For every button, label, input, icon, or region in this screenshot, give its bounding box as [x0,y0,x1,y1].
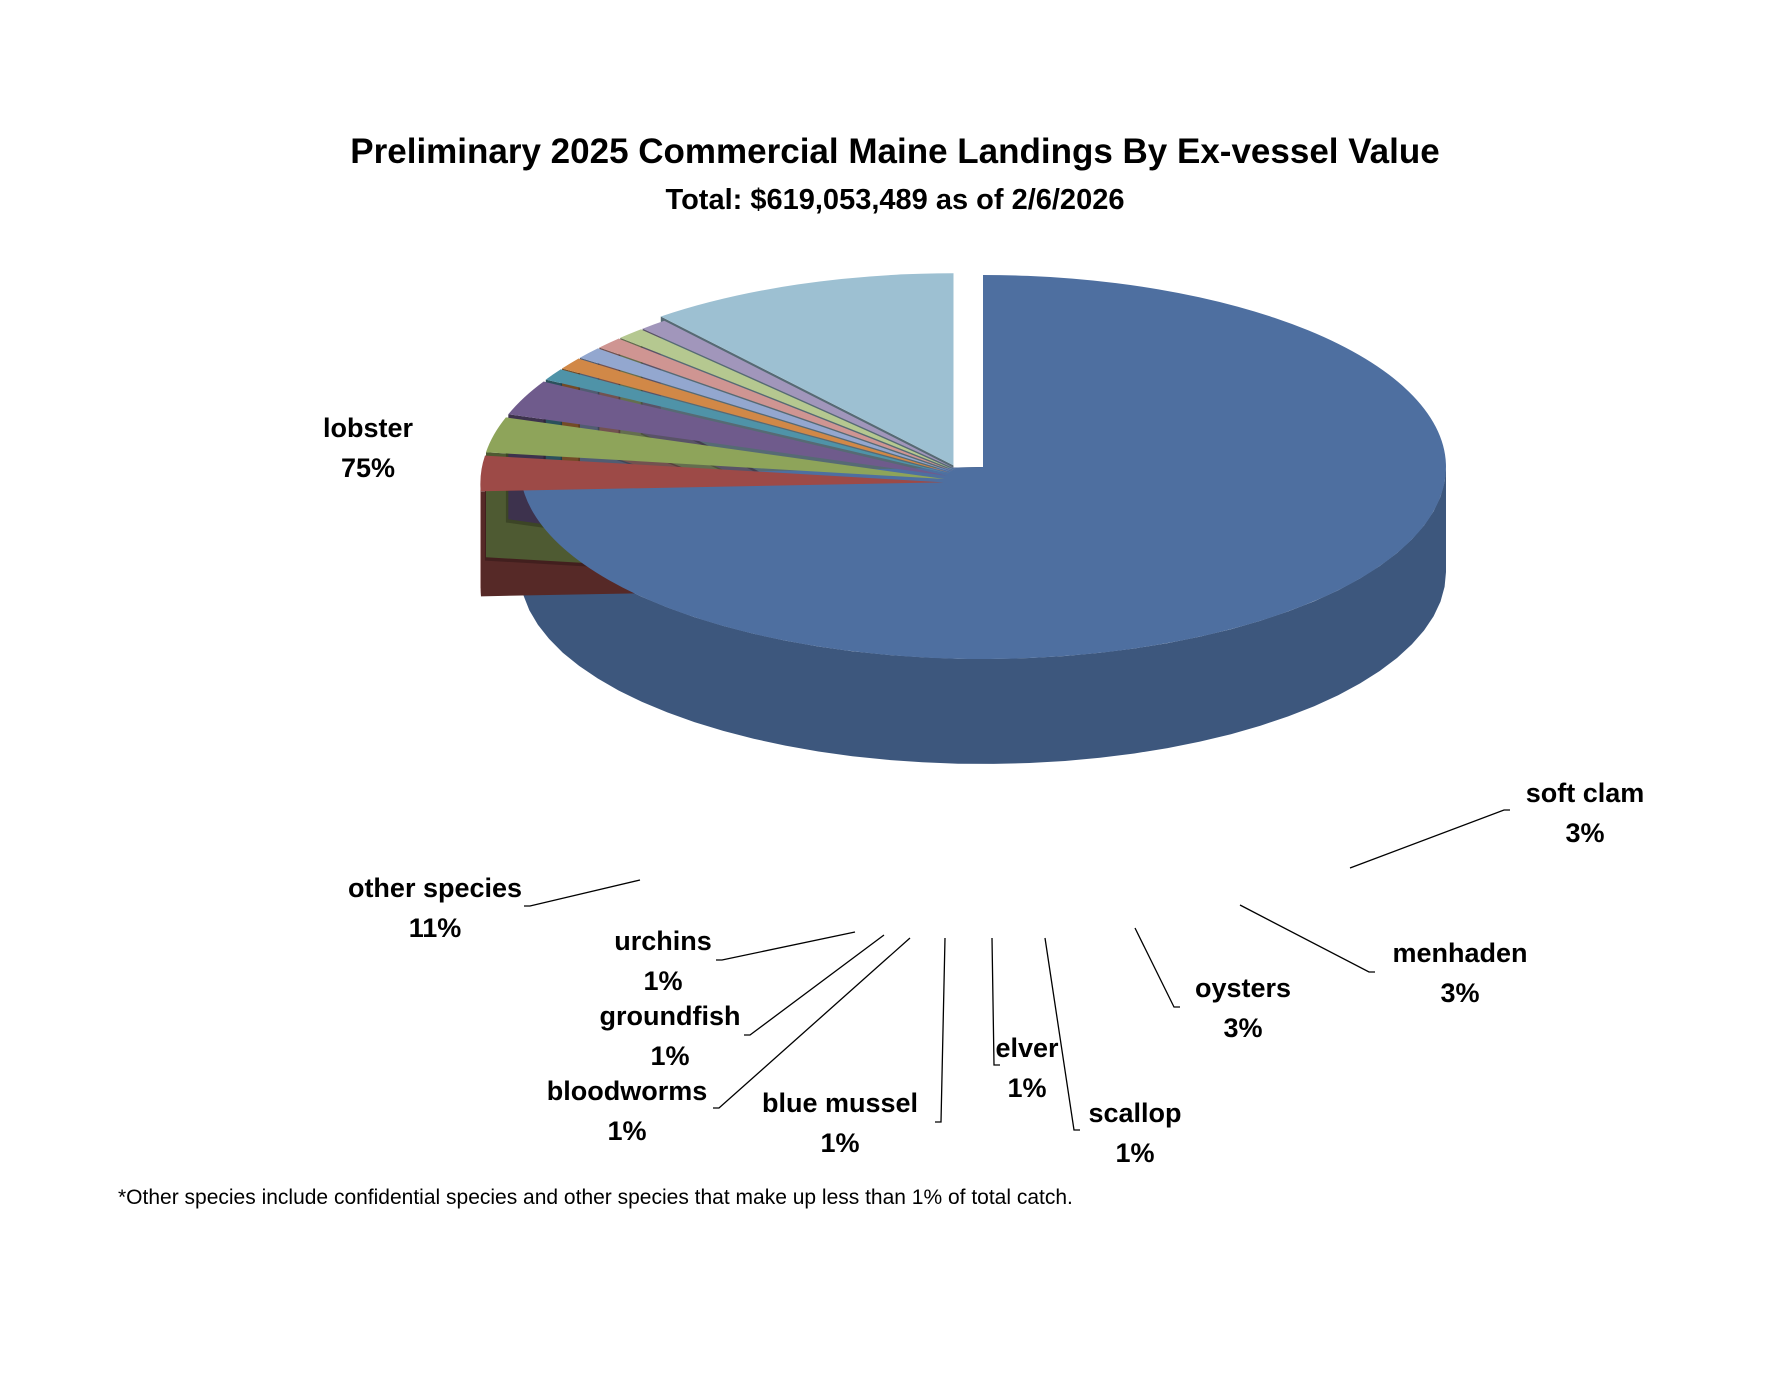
elver-name-label: elver [995,1033,1059,1063]
scallop-leader-line [1044,937,1080,1131]
slice-bloodworms [599,338,954,472]
urchins-leader-line [716,931,856,961]
menhaden-name-label: menhaden [1392,938,1527,968]
oysters-name-label: oysters [1195,973,1291,1003]
blue-mussel-leader-line [935,937,946,1123]
other-species-name-label: other species [348,873,522,903]
chart-footnote: *Other species include confidential spec… [118,1186,1073,1209]
bloodworms-percent-label: 1% [607,1116,646,1146]
bloodworms-leader-line [713,937,911,1109]
blue-mussel-name-label: blue mussel [762,1088,918,1118]
slice-elver [562,358,951,473]
menhaden-leader-line [1239,904,1375,973]
groundfish-leader-line [744,934,885,1036]
scallop-name-label: scallop [1088,1098,1181,1128]
slice-blue-mussel [579,348,952,473]
lobster-outer-wall [520,467,1446,764]
slice-other-species [660,273,954,466]
slice-urchins [642,320,958,470]
oysters-leader-line [1134,927,1180,1008]
slice-scallop [545,369,950,474]
oysters-percent-label: 3% [1223,1013,1262,1043]
urchins-percent-label: 1% [643,966,682,996]
slice-groundfish [620,329,956,471]
scallop-percent-label: 1% [1115,1138,1154,1168]
lobster-name-label: lobster [323,413,414,443]
groundfish-percent-label: 1% [650,1041,689,1071]
slice-oysters [508,381,947,476]
groundfish-name-label: groundfish [600,1001,741,1031]
lobster-percent-label: 75% [341,453,395,483]
chart-subtitle: Total: $619,053,489 as of 2/6/2026 [666,184,1125,216]
soft-clam-name-label: soft clam [1526,778,1645,808]
other-species-leader-line [524,879,641,907]
urchins-name-label: urchins [614,926,712,956]
slice-lobster [520,275,1446,659]
soft-clam-leader-line [1349,809,1510,869]
soft-clam-percent-label: 3% [1565,818,1604,848]
elver-leader-line [991,937,1000,1066]
menhaden-percent-label: 3% [1440,978,1479,1008]
bloodworms-name-label: bloodworms [547,1076,708,1106]
other-species-percent-label: 11% [409,913,462,943]
slice-menhaden [486,417,945,480]
elver-percent-label: 1% [1007,1073,1046,1103]
slice-soft-clam [480,455,944,492]
soft-clam-outer-wall [480,482,481,597]
blue-mussel-percent-label: 1% [820,1128,859,1158]
chart-title: Preliminary 2025 Commercial Maine Landin… [350,132,1439,171]
